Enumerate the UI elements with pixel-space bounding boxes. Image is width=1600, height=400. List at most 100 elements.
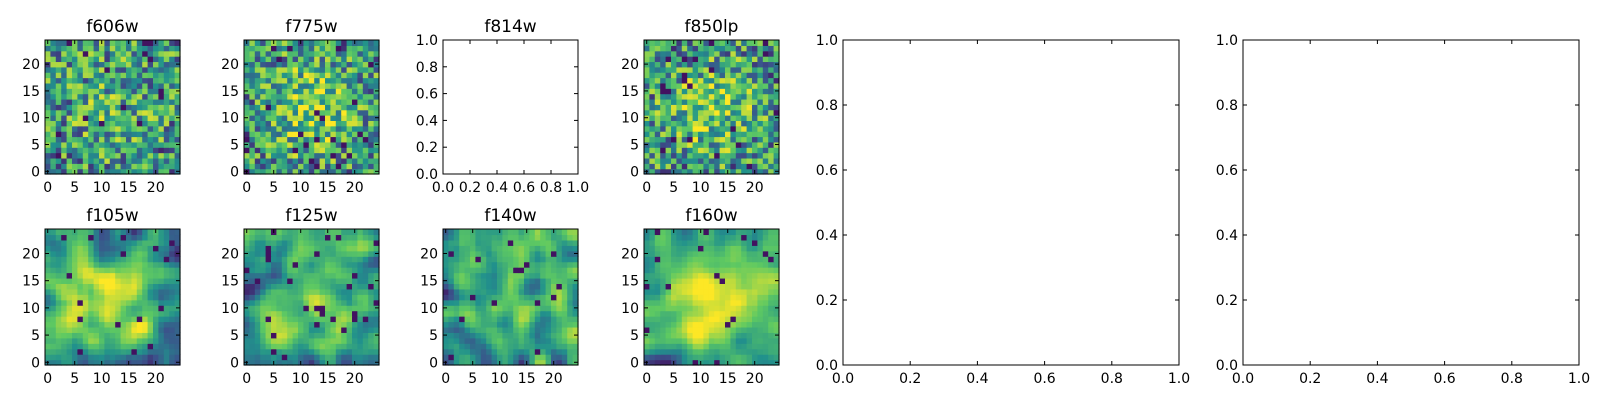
- heatmap-cell: [335, 250, 342, 257]
- heatmap-cell: [330, 267, 337, 274]
- heatmap-cell: [529, 229, 536, 236]
- heatmap-cell: [319, 136, 326, 143]
- heatmap-cell: [281, 359, 288, 366]
- heatmap-cell: [120, 283, 127, 290]
- heatmap-cell: [703, 120, 710, 127]
- heatmap-cell: [153, 354, 159, 361]
- heatmap-cell: [45, 56, 51, 63]
- heatmap-cell: [319, 305, 326, 312]
- heatmap-cell: [55, 136, 62, 143]
- heatmap-cell: [325, 316, 331, 323]
- heatmap-cell: [551, 337, 557, 344]
- heatmap-cell: [104, 283, 111, 290]
- heatmap-cell: [330, 77, 337, 84]
- heatmap-cell: [757, 141, 764, 148]
- heatmap-cell: [453, 326, 460, 333]
- heatmap-cell: [120, 77, 127, 84]
- heatmap-cell: [649, 66, 656, 73]
- heatmap-cell: [768, 229, 775, 236]
- heatmap-cell: [142, 77, 149, 84]
- heatmap-cell: [703, 332, 710, 339]
- heatmap-cell: [735, 256, 742, 263]
- x-tick-label: 5: [269, 180, 278, 196]
- heatmap-cell: [265, 310, 272, 317]
- heatmap-cell: [147, 229, 154, 236]
- heatmap-cell: [254, 326, 261, 333]
- heatmap-cell: [93, 294, 100, 301]
- heatmap-cell: [82, 239, 89, 246]
- heatmap-cell: [265, 141, 272, 148]
- heatmap-cell: [534, 337, 541, 344]
- heatmap-cell: [325, 163, 331, 170]
- heatmap-cell: [486, 359, 493, 366]
- heatmap-cell: [109, 109, 116, 116]
- heatmap-cell: [158, 56, 165, 63]
- heatmap-cell: [730, 256, 737, 263]
- heatmap-cell: [287, 88, 294, 95]
- heatmap-cell: [303, 305, 310, 312]
- heatmap-cell: [330, 66, 337, 73]
- heatmap-cell: [163, 305, 170, 312]
- heatmap-cell: [502, 354, 509, 361]
- heatmap-cell: [254, 66, 261, 73]
- heatmap-cell: [357, 229, 364, 236]
- heatmap-cell: [109, 348, 116, 355]
- heatmap-cell: [676, 40, 683, 46]
- heatmap-cell: [115, 88, 122, 95]
- heatmap-cell: [142, 56, 149, 63]
- heatmap-cell: [325, 61, 331, 68]
- heatmap-cell: [513, 316, 520, 323]
- heatmap-cell: [540, 256, 547, 263]
- heatmap-cell: [660, 267, 667, 274]
- x-tick-label: 1.0: [1568, 371, 1590, 387]
- heatmap-cell: [169, 305, 176, 312]
- heatmap-cell: [136, 299, 143, 306]
- heatmap-cell: [730, 359, 737, 366]
- heatmap-cell: [649, 104, 656, 111]
- heatmap-cell: [99, 152, 105, 159]
- heatmap-cell: [147, 310, 154, 317]
- heatmap-cell: [292, 250, 299, 257]
- y-tick-label: 15: [621, 84, 639, 100]
- heatmap-cell: [671, 141, 677, 148]
- heatmap-cell: [676, 168, 683, 175]
- heatmap-cell: [725, 66, 731, 73]
- heatmap-cell: [714, 316, 721, 323]
- heatmap-cell: [45, 234, 51, 241]
- heatmap-cell: [254, 229, 261, 236]
- heatmap-cell: [260, 56, 267, 63]
- heatmap-cell: [303, 239, 310, 246]
- heatmap-cell: [443, 283, 449, 290]
- heatmap-cell: [540, 299, 547, 306]
- heatmap-cell: [368, 82, 375, 89]
- heatmap-cell: [104, 82, 111, 89]
- heatmap-cell: [142, 82, 149, 89]
- heatmap-cell: [260, 283, 267, 290]
- heatmap-cell: [169, 359, 176, 366]
- heatmap-cell: [676, 359, 683, 366]
- heatmap-cell: [271, 45, 277, 52]
- heatmap-cell: [66, 299, 73, 306]
- heatmap-cell: [752, 93, 758, 100]
- heatmap-cell: [362, 141, 369, 148]
- heatmap-cell: [271, 141, 277, 148]
- heatmap-cell: [357, 267, 364, 274]
- heatmap-cell: [260, 272, 267, 279]
- heatmap-cell: [545, 229, 552, 236]
- heatmap-cell: [287, 359, 294, 366]
- heatmap-cell: [357, 245, 364, 252]
- heatmap-cell: [725, 147, 731, 154]
- heatmap-cell: [703, 267, 710, 274]
- heatmap-cell: [93, 157, 100, 164]
- heatmap-cell: [368, 294, 375, 301]
- heatmap-cell: [741, 157, 748, 164]
- heatmap-cell: [464, 305, 471, 312]
- heatmap-cell: [153, 310, 159, 317]
- heatmap-cell: [99, 250, 105, 257]
- heatmap-cell: [475, 316, 482, 323]
- heatmap-cell: [174, 283, 181, 290]
- heatmap-cell: [703, 88, 710, 95]
- heatmap-cell: [757, 239, 764, 246]
- heatmap-cell: [303, 163, 310, 170]
- heatmap-cell: [346, 163, 353, 170]
